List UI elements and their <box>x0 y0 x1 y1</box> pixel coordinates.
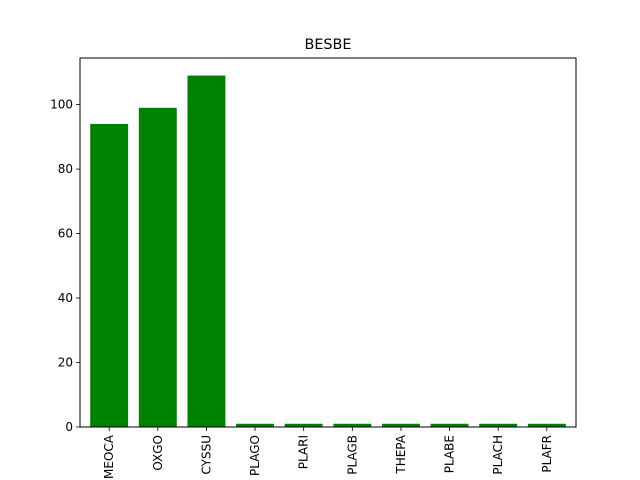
y-tick-label: 60 <box>58 227 73 241</box>
x-tick-label: OXGO <box>151 435 165 471</box>
x-axis: MEOCA OXGO CYSSU PLAGO PLARI PLAGB THEPA PLABE P… <box>102 427 554 479</box>
x-tick-label: THEPA <box>394 434 408 474</box>
plot-frame <box>79 57 577 428</box>
x-tick-label: PLAGO <box>248 435 262 476</box>
bar-plari <box>284 423 323 427</box>
y-tick-label: 20 <box>58 356 73 370</box>
bar-plagb <box>333 423 372 427</box>
bar-meoca <box>90 123 129 427</box>
x-tick-label: CYSSU <box>199 435 213 475</box>
x-tick-label: PLABE <box>443 435 457 473</box>
bar-cyssu <box>187 75 226 428</box>
y-tick-label: 100 <box>50 98 73 112</box>
x-tick-label: PLACH <box>491 435 505 475</box>
y-tick-label: 80 <box>58 162 73 176</box>
bar-plafr <box>527 423 566 427</box>
x-tick-label: PLAGB <box>345 435 359 475</box>
y-tick-label: 0 <box>65 420 73 434</box>
bar-oxgo <box>138 107 177 427</box>
x-tick-label: PLARI <box>297 435 311 469</box>
chart-title: BESBE <box>304 37 351 53</box>
bar-plago <box>236 423 275 427</box>
x-tick-label: PLAFR <box>540 435 554 473</box>
x-tick-label: MEOCA <box>102 434 116 479</box>
bar-plabe <box>430 423 469 427</box>
bar-plach <box>479 423 518 427</box>
bar-thepa <box>381 423 420 427</box>
y-axis: 0 20 40 60 80 100 <box>50 98 80 434</box>
bars-group <box>90 75 566 428</box>
y-tick-label: 40 <box>58 291 73 305</box>
